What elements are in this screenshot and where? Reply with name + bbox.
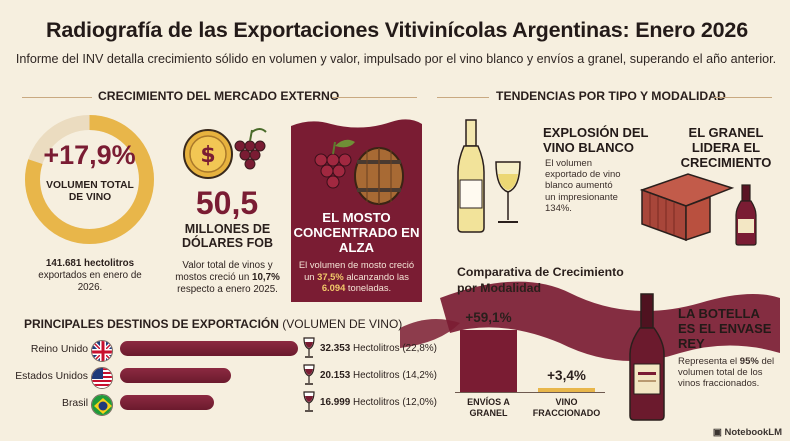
section-heading-market: CRECIMIENTO DEL MERCADO EXTERNO (98, 89, 340, 103)
volume-ring: +17,9% VOLUMEN TOTAL DE VINO (22, 112, 157, 247)
mosto-title: EL MOSTO CONCENTRADO EN ALZA (293, 210, 420, 255)
flag-icon (91, 340, 113, 362)
comparison-title: Comparativa de Crecimiento por Modalidad (457, 265, 624, 295)
destination-bar (120, 395, 214, 410)
white-wine-icon (448, 116, 528, 236)
destination-value: 32.353 Hectolitros (22,8%) (320, 343, 437, 354)
mosto-panel (291, 118, 422, 302)
comparison-label: VINO FRACCIONADO (532, 397, 601, 418)
destination-country: Brasil (62, 398, 88, 409)
destinations-heading: PRINCIPALES DESTINOS DE EXPORTACIÓN (VOL… (24, 317, 403, 331)
destination-country: Estados Unidos (15, 371, 88, 382)
destination-country: Reino Unido (30, 344, 88, 355)
comparison-bar (538, 388, 595, 392)
bottle-title: LA BOTELLA ES EL ENVASE REY (678, 306, 772, 351)
volume-growth-value: +17,9% (43, 140, 136, 170)
flag-icon (91, 394, 113, 416)
flag-icon (91, 367, 113, 389)
white-wine-note: El volumen exportado de vino blanco aume… (545, 158, 621, 214)
fob-value: 50,5 (195, 185, 259, 221)
fob-label: MILLONES DE DÓLARES FOB (182, 222, 273, 250)
wine-glass-icon (302, 337, 316, 364)
volume-growth-label: VOLUMEN TOTAL DE VINO (46, 180, 134, 203)
white-wine-title: EXPLOSIÓN DEL VINO BLANCO (543, 125, 649, 155)
bottle-note: Representa el 95% del volumen total de l… (678, 356, 775, 390)
page-subtitle: Informe del INV detalla crecimiento sóli… (15, 52, 777, 66)
section-heading-trends: TENDENCIAS POR TIPO Y MODALIDAD (496, 89, 726, 103)
red-bottle-small-icon (733, 183, 759, 247)
comparison-baseline (455, 392, 605, 393)
divider (332, 97, 417, 98)
comparison-value: +59,1% (465, 310, 512, 325)
page-title: Radiografía de las Exportaciones Vitivin… (46, 18, 748, 42)
destination-value: 16.999 Hectolitros (12,0%) (320, 397, 437, 408)
brand-logo: ▣ NotebookLM (712, 427, 782, 438)
mosto-note: El volumen de mosto creció un 37,5% alca… (298, 259, 415, 293)
destination-value: 20.153 Hectolitros (14,2%) (320, 370, 437, 381)
coin-grapes-icon: $ (178, 124, 278, 184)
destination-bar (120, 368, 231, 383)
volume-note: 141.681 hectolitros exportados en enero d… (38, 258, 142, 294)
comparison-label: ENVÍOS A GRANEL (467, 397, 510, 418)
svg-text:$: $ (200, 143, 215, 168)
divider (437, 97, 489, 98)
wine-glass-icon (302, 391, 316, 418)
comparison-bar (460, 330, 517, 392)
divider (22, 97, 92, 98)
comparison-value: +3,4% (547, 368, 586, 383)
container-icon (636, 162, 736, 244)
destination-bar (120, 341, 298, 356)
divider (714, 97, 772, 98)
fob-note: Valor total de vinos y mostos creció un … (175, 260, 280, 296)
bulk-title: EL GRANEL LIDERA EL CRECIMIENTO (680, 125, 772, 170)
wine-swoosh (400, 98, 780, 441)
wine-glass-icon (302, 364, 316, 391)
red-bottle-icon (626, 292, 668, 422)
